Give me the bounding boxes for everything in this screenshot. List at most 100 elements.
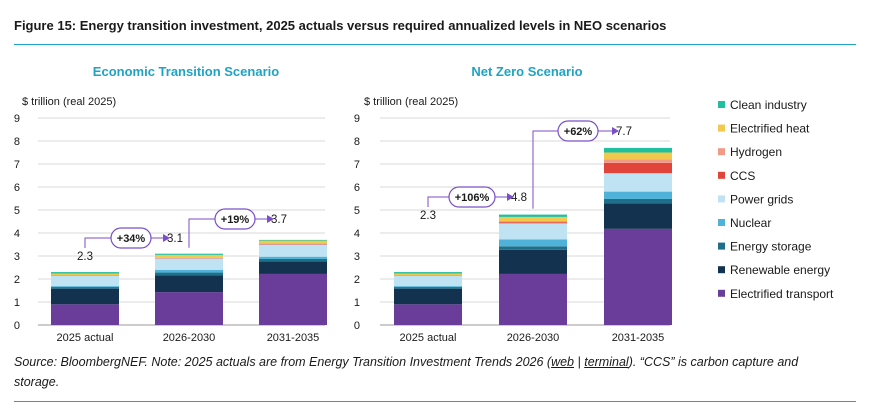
legend-swatch-power-grids: [718, 195, 725, 203]
bar-segment-power-grids: [155, 258, 223, 270]
bar-segment-energy-storage: [499, 246, 567, 250]
y-tick-label: 5: [354, 205, 360, 217]
legend-swatch-clean-industry: [718, 101, 725, 108]
bar-segment-clean-industry: [51, 272, 119, 274]
y-tick-label: 7: [354, 159, 360, 171]
bar-segment-clean-industry: [499, 214, 567, 217]
bar-segment-renewable-energy: [499, 249, 567, 274]
legend-label-energy-storage: Energy storage: [730, 240, 812, 254]
panel-title-1: Economic Transition Scenario: [93, 64, 279, 79]
bar-segment-power-grids: [259, 244, 327, 257]
bar-segment-ccs: [499, 222, 567, 224]
y-tick-label: 4: [354, 228, 360, 240]
growth-badge: [214, 208, 256, 230]
x-tick-label: 2031-2035: [267, 332, 320, 344]
bar-segment-electrified-transport: [259, 273, 327, 325]
bar-segment-energy-storage: [604, 198, 672, 204]
bar-total-label: 7.7: [616, 126, 632, 138]
bar-segment-electrified-heat: [394, 273, 462, 276]
bar-segment-power-grids: [51, 275, 119, 287]
legend-label-renewable-energy: Renewable energy: [730, 263, 830, 277]
bar-total-label: 2.3: [77, 251, 93, 263]
bar-segment-electrified-transport: [51, 304, 119, 325]
growth-arrow-head: [612, 127, 619, 135]
legend-swatch-energy-storage: [718, 242, 725, 250]
bar-segment-electrified-transport: [499, 273, 567, 325]
growth-arrow-head: [163, 234, 170, 242]
legend-label-electrified-transport: Electrified transport: [730, 287, 834, 301]
y-tick-label: 1: [354, 297, 360, 309]
y-tick-label: 7: [14, 159, 20, 171]
bar-segment-nuclear: [499, 239, 567, 247]
bar-segment-renewable-energy: [394, 288, 462, 305]
bar-segment-nuclear: [259, 256, 327, 259]
growth-badge: [557, 120, 599, 142]
bar-segment-hydrogen: [499, 221, 567, 223]
bar-segment-clean-industry: [259, 239, 327, 241]
growth-badge-label: +34%: [117, 233, 146, 245]
growth-badge-label: +19%: [221, 214, 250, 226]
bar-total-label: 4.8: [511, 192, 527, 204]
y-tick-label: 3: [354, 251, 360, 263]
growth-arrow-line: [532, 130, 612, 209]
y-axis-unit-label: $ trillion (real 2025): [364, 96, 458, 108]
legend-label-ccs: CCS: [730, 169, 755, 183]
growth-badge-label: +106%: [455, 192, 490, 204]
bar-segment-clean-industry: [394, 272, 462, 274]
bar-segment-electrified-heat: [155, 254, 223, 258]
bar-segment-renewable-energy: [155, 275, 223, 293]
legend-label-nuclear: Nuclear: [730, 216, 771, 230]
source-suffix: ). “CCS” is carbon capture and storage.: [14, 355, 799, 389]
y-tick-label: 8: [354, 136, 360, 148]
legend-label-electrified-heat: Electrified heat: [730, 122, 810, 136]
growth-badge-label: +62%: [564, 126, 593, 138]
bar-total-label: 2.3: [420, 210, 436, 222]
bar-segment-electrified-heat: [259, 240, 327, 244]
legend-swatch-electrified-transport: [718, 289, 725, 297]
bar-total-label: 3.1: [167, 233, 183, 245]
bottom-rule: [14, 401, 856, 402]
source-prefix: Source: BloombergNEF. Note: 2025 actuals…: [14, 355, 552, 369]
bar-total-label: 3.7: [271, 214, 287, 226]
x-tick-label: 2026-2030: [163, 332, 216, 344]
chart-area: Economic Transition Scenario $ trillion (…: [14, 64, 834, 344]
growth-badge: [448, 186, 496, 208]
figure-title: Figure 15: Energy transition investment,…: [14, 18, 667, 33]
terminal-link[interactable]: terminal: [584, 355, 629, 369]
y-tick-label: 6: [14, 182, 20, 194]
bar-segment-energy-storage: [394, 287, 462, 289]
legend-label-clean-industry: Clean industry: [730, 98, 807, 112]
bar-segment-electrified-transport: [394, 304, 462, 325]
bar-segment-power-grids: [499, 223, 567, 240]
bar-segment-renewable-energy: [259, 261, 327, 274]
bar-segment-nuclear: [394, 286, 462, 288]
y-tick-label: 0: [354, 320, 360, 332]
growth-badge: [110, 227, 152, 249]
panel-title-2: Net Zero Scenario: [471, 64, 582, 79]
legend-swatch-renewable-energy: [718, 266, 725, 274]
bar-segment-nuclear: [604, 191, 672, 199]
growth-arrow-head: [507, 193, 514, 201]
y-tick-label: 9: [354, 113, 360, 125]
growth-arrow-head: [267, 215, 274, 223]
legend-label-hydrogen: Hydrogen: [730, 145, 782, 159]
bar-segment-nuclear: [155, 269, 223, 273]
bar-segment-energy-storage: [259, 258, 327, 262]
y-tick-label: 6: [354, 182, 360, 194]
bar-segment-power-grids: [394, 275, 462, 287]
bar-segment-nuclear: [51, 286, 119, 288]
y-tick-label: 4: [14, 228, 20, 240]
bar-segment-electrified-heat: [499, 216, 567, 222]
bar-segment-clean-industry: [155, 253, 223, 255]
y-tick-label: 9: [14, 113, 20, 125]
y-tick-label: 1: [14, 297, 20, 309]
web-link[interactable]: web: [551, 355, 575, 369]
y-tick-label: 5: [14, 205, 20, 217]
top-rule: [14, 44, 856, 45]
bar-segment-clean-industry: [604, 147, 672, 153]
bar-segment-power-grids: [604, 173, 672, 192]
y-tick-label: 8: [14, 136, 20, 148]
legend-swatch-hydrogen: [718, 148, 725, 156]
bar-segment-renewable-energy: [604, 203, 672, 229]
legend-swatch-ccs: [718, 171, 725, 179]
